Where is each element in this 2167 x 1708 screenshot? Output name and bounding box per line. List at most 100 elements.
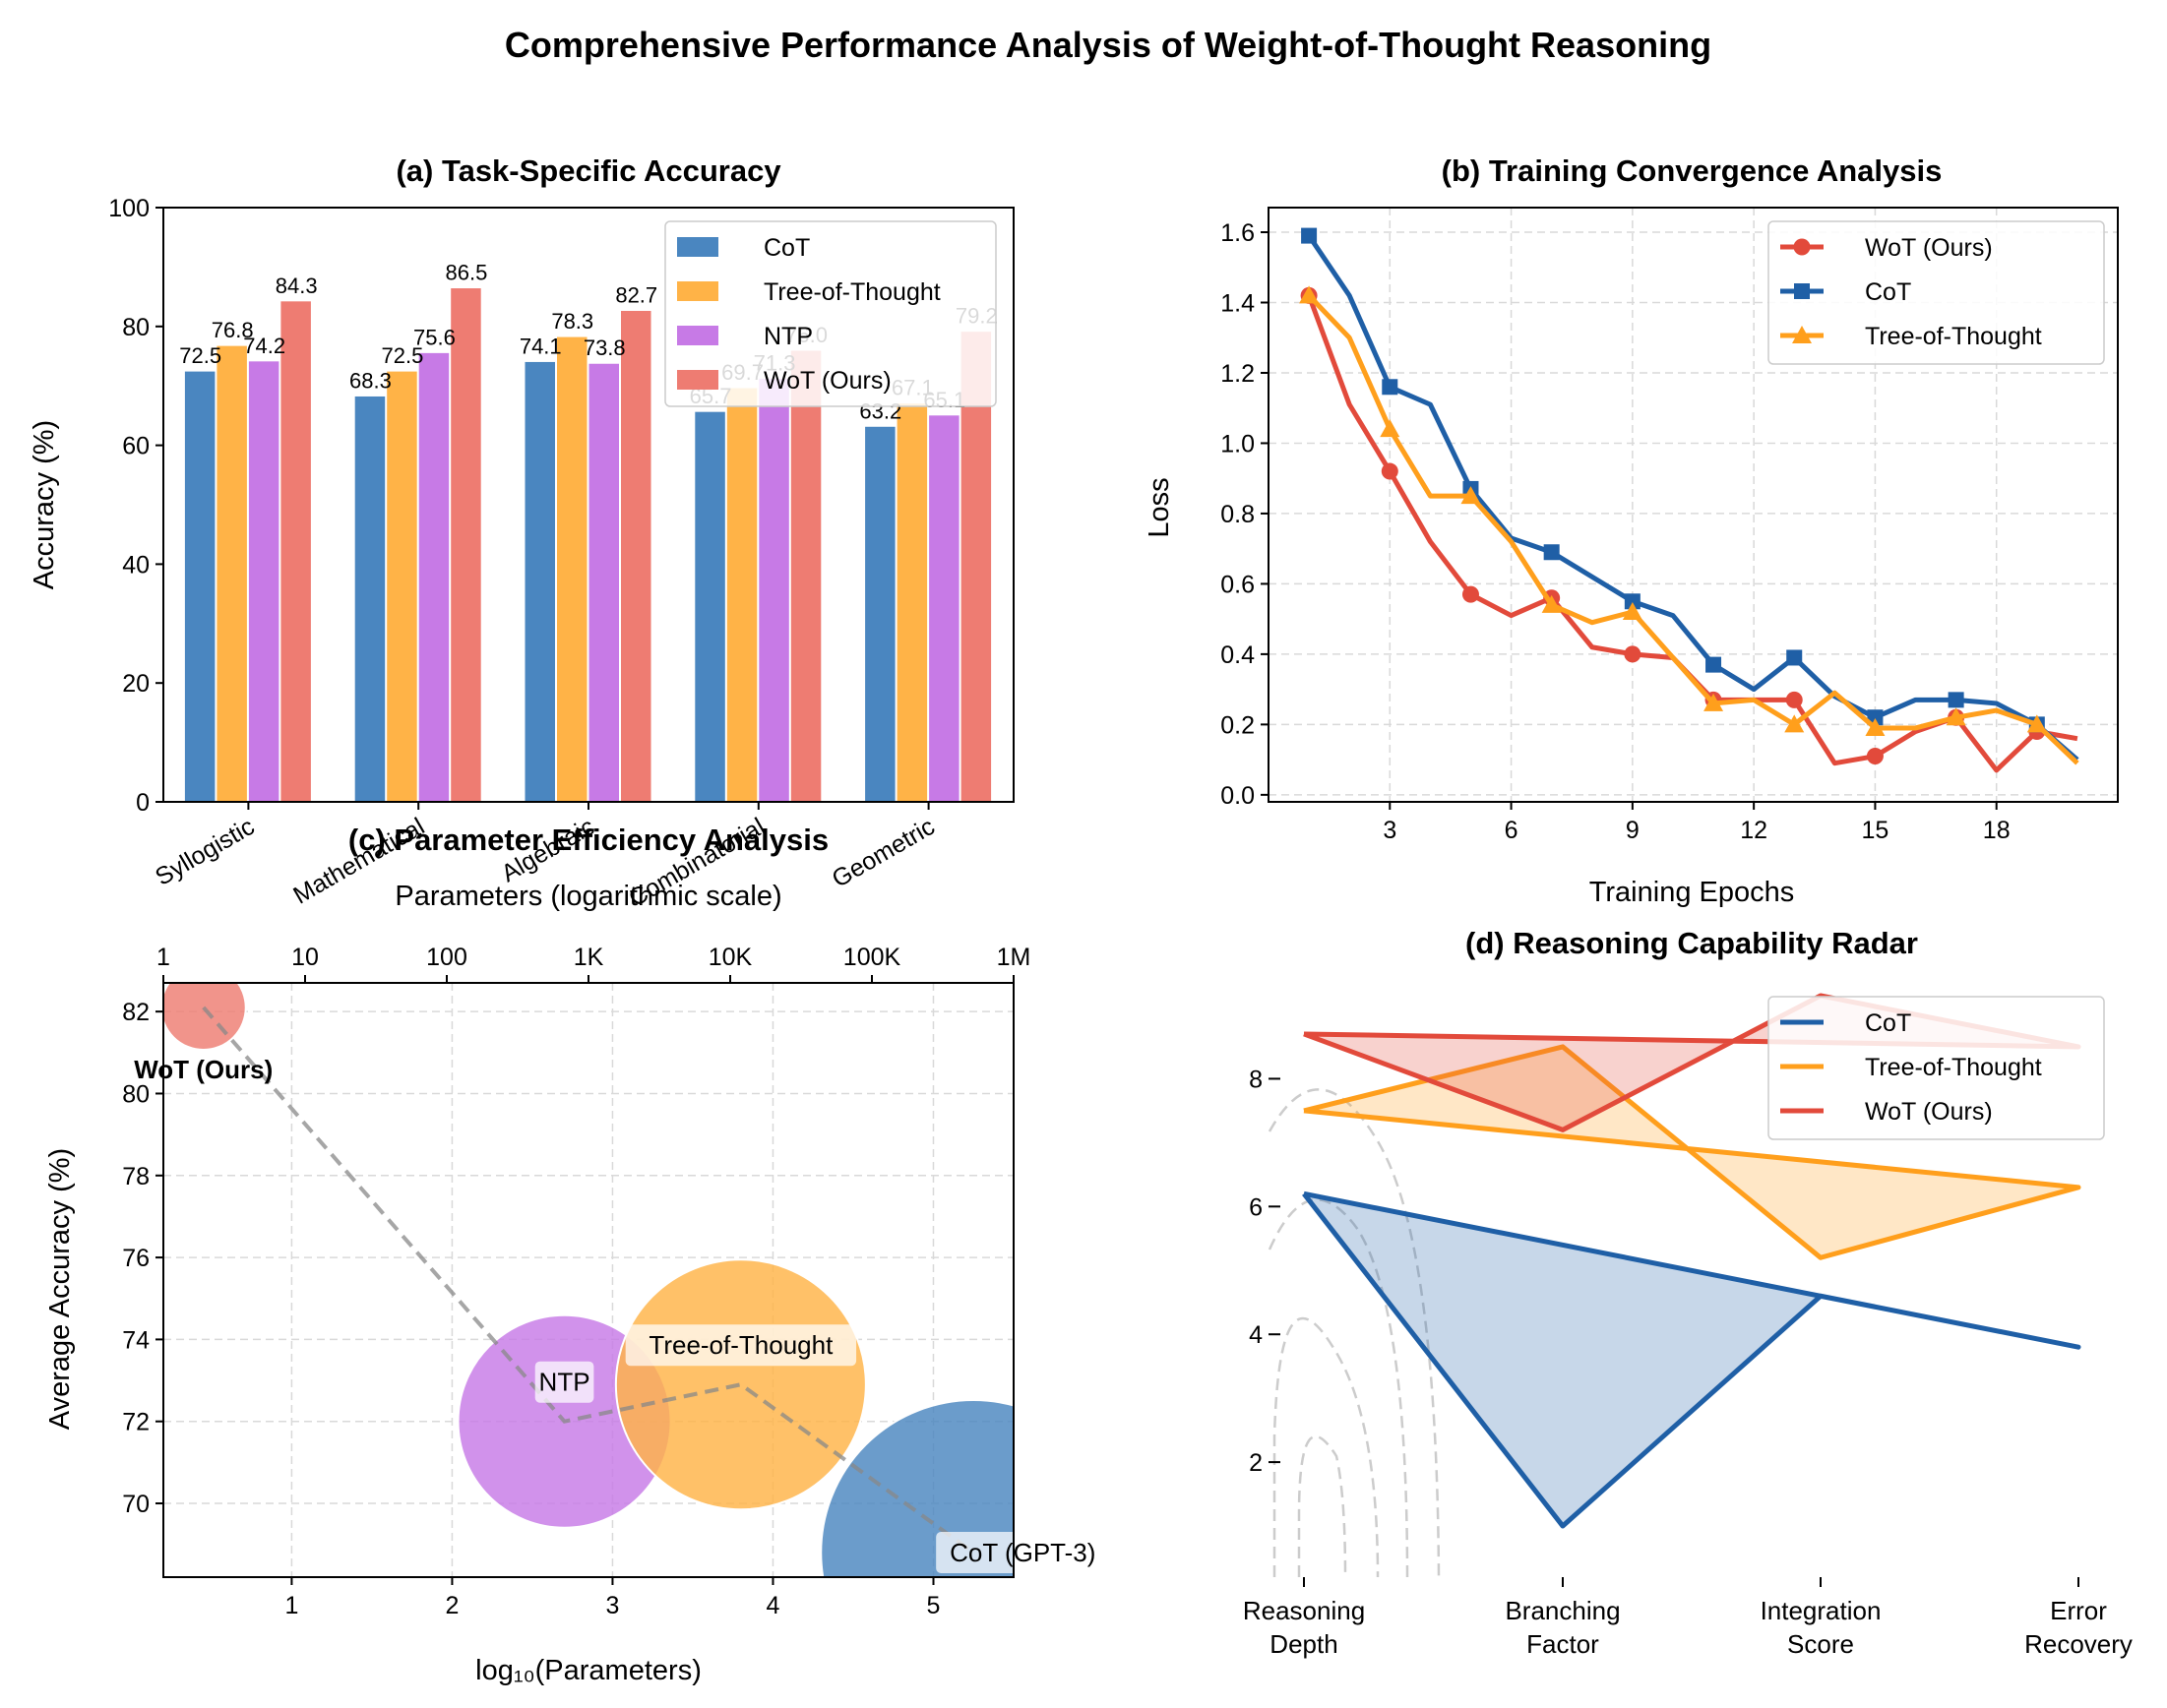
- y-tick-label: 100: [108, 195, 150, 222]
- y-tick-label: 80: [122, 314, 150, 341]
- marker-triangle: [1865, 717, 1886, 736]
- panel-c-parameter-efficiency: (c) Parameter Efficiency Analysis Parame…: [44, 823, 1110, 1686]
- y-tick-label: 0.4: [1220, 641, 1255, 669]
- panel-d-title: (d) Reasoning Capability Radar: [1465, 926, 1918, 960]
- panel-a-ylabel: Accuracy (%): [29, 420, 60, 589]
- bar-value-label: 75.6: [413, 325, 456, 349]
- legend-label: WoT (Ours): [1865, 1098, 1993, 1126]
- y-tick-label: 70: [122, 1491, 150, 1518]
- x-tick-label: 3: [1383, 817, 1396, 844]
- legend-label: NTP: [764, 323, 813, 350]
- trend-line: [202, 1006, 975, 1555]
- legend-box: [1767, 220, 2105, 365]
- marker-square: [1948, 692, 1964, 708]
- bar-CoT: [864, 425, 897, 803]
- category-label: Branching: [1505, 1596, 1620, 1625]
- series-line-CoT: [1302, 1190, 2081, 1529]
- y-tick-label: 8: [1249, 1066, 1263, 1093]
- legend-label: WoT (Ours): [1865, 234, 1993, 262]
- y-tick-label: 0.0: [1220, 782, 1255, 810]
- legend-label: CoT: [1865, 1009, 1911, 1037]
- legend-marker: [1792, 326, 1812, 343]
- y-tick-label: 1.2: [1220, 360, 1255, 388]
- marker-triangle: [1946, 707, 1966, 726]
- top-x-tick-label: 100K: [843, 944, 901, 971]
- y-tick-label: 40: [122, 551, 150, 579]
- polar-grid-arc: [1272, 1316, 1380, 1578]
- bar-Tree-of-Thought: [556, 336, 588, 803]
- legend-marker: [1793, 238, 1811, 256]
- marker-triangle: [2026, 714, 2047, 733]
- top-x-tick-label: 100: [426, 944, 467, 971]
- marker-square: [1624, 593, 1641, 610]
- y-tick-label: 0.6: [1220, 571, 1255, 598]
- marker-square: [1382, 379, 1398, 396]
- top-x-tick-label: 10K: [709, 944, 753, 971]
- x-tick-label: 6: [1505, 817, 1518, 844]
- marker-triangle: [1622, 602, 1642, 621]
- panel-c-title: (c) Parameter Efficiency Analysis: [348, 823, 829, 857]
- bar-Tree-of-Thought: [216, 344, 248, 803]
- marker-triangle: [1299, 285, 1320, 304]
- category-label: Factor: [1526, 1629, 1599, 1659]
- category-label: Recovery: [2024, 1629, 2133, 1659]
- marker-triangle: [1380, 419, 1400, 438]
- figure-suptitle: Comprehensive Performance Analysis of We…: [505, 25, 1711, 65]
- bar-value-label: 76.8: [212, 318, 254, 342]
- marker-triangle: [1460, 486, 1481, 505]
- panel-c-ylabel: Average Accuracy (%): [44, 1148, 76, 1430]
- area-CoT: [1304, 1193, 2078, 1527]
- x-tick-label: 1: [284, 1592, 298, 1619]
- bar-Tree-of-Thought: [896, 402, 929, 803]
- panel-b-training-convergence: (b) Training Convergence Analysis Traini…: [1144, 153, 2119, 908]
- bar-CoT: [353, 395, 387, 803]
- bar-WoT (Ours): [450, 287, 482, 803]
- panel-d-capability-radar: (d) Reasoning Capability Radar 2 4 6 8 Reaso…: [1243, 926, 2133, 1659]
- marker-circle: [1381, 462, 1398, 480]
- y-tick-label: 72: [122, 1409, 150, 1436]
- bar-Tree-of-Thought: [725, 387, 759, 803]
- marker-circle: [1624, 645, 1641, 663]
- point-label: WoT (Ours): [134, 1055, 273, 1084]
- bar-WoT (Ours): [789, 349, 823, 803]
- top-x-tick-label: 10: [291, 944, 319, 971]
- marker-circle: [1866, 748, 1884, 765]
- panel-c-xlabel: log₁₀(Parameters): [475, 1655, 702, 1686]
- x-tick-label: 9: [1626, 817, 1640, 844]
- y-tick-label: 60: [122, 433, 150, 460]
- polar-grid-arc: [1297, 1434, 1347, 1578]
- bar-NTP: [928, 414, 960, 803]
- bar-value-label: 74.1: [520, 334, 562, 358]
- panel-b-title: (b) Training Convergence Analysis: [1442, 153, 1943, 188]
- bar-value-label: 82.7: [615, 282, 657, 307]
- point-label: Tree-of-Thought: [649, 1330, 834, 1360]
- y-tick-label: 1.4: [1220, 289, 1255, 317]
- x-tick-label: 18: [1983, 817, 2011, 844]
- series-line-Tree-of-Thought: [1307, 293, 2079, 765]
- bar-WoT (Ours): [960, 331, 993, 803]
- panel-b-xlabel: Training Epochs: [1589, 877, 1794, 908]
- y-tick-label: 78: [122, 1163, 150, 1190]
- point-label-box: [625, 1324, 857, 1367]
- top-x-tick-label: 1: [156, 944, 170, 971]
- legend-swatch: [677, 237, 718, 257]
- legend-swatch: [677, 326, 718, 345]
- area-Tree-of-Thought: [1304, 1046, 2078, 1258]
- plot-frame: [1268, 207, 2119, 803]
- marker-square: [1705, 656, 1722, 673]
- x-tick-label: 2: [445, 1592, 459, 1619]
- top-x-tick-label: 1M: [997, 944, 1031, 971]
- series-line-Tree-of-Thought: [1303, 1044, 2081, 1260]
- bar-value-label: 73.8: [584, 336, 626, 360]
- marker-square: [1301, 227, 1318, 244]
- bar-value-label: 68.3: [349, 368, 392, 393]
- bar-NTP: [247, 360, 280, 803]
- legend-label: Tree-of-Thought: [764, 278, 941, 306]
- point-label-box: [534, 1361, 594, 1403]
- marker-triangle: [1784, 714, 1805, 733]
- bar-value-label: 84.3: [276, 274, 318, 298]
- bar-CoT: [183, 370, 217, 803]
- bar-WoT (Ours): [279, 300, 312, 803]
- y-tick-label: 0.8: [1220, 501, 1255, 528]
